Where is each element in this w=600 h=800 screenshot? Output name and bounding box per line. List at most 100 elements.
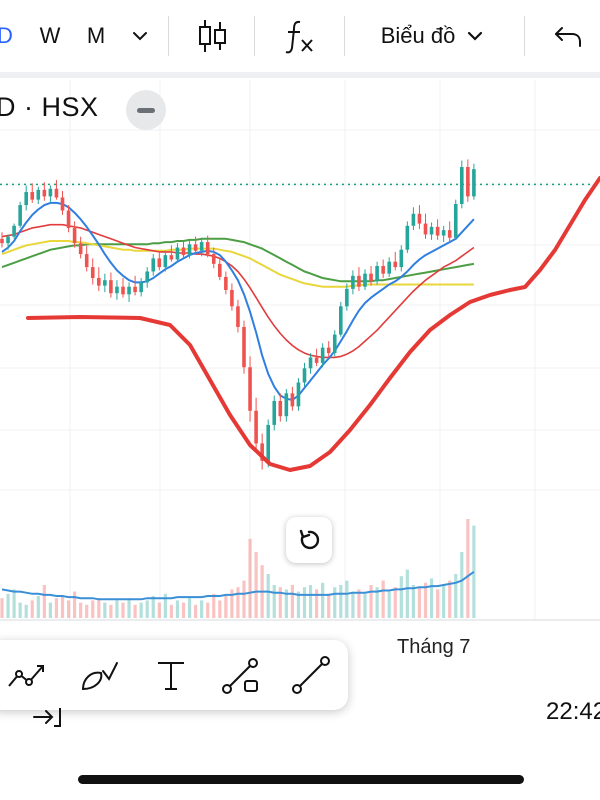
candle-body xyxy=(133,286,137,293)
volume-bar xyxy=(133,604,137,618)
candle-body xyxy=(242,326,246,368)
volume-bar xyxy=(417,587,422,618)
volume-bar xyxy=(242,580,246,618)
candle-body xyxy=(211,254,216,264)
candle-body xyxy=(97,278,101,286)
chart-type-button[interactable] xyxy=(192,18,232,54)
candle-body xyxy=(0,238,4,244)
interval-menu-button[interactable] xyxy=(126,18,154,54)
volume-bar xyxy=(369,585,373,618)
candle-body xyxy=(278,400,283,417)
candle-body xyxy=(302,368,307,383)
layout-menu-button[interactable]: Biểu đồ xyxy=(362,18,502,54)
candle-body xyxy=(357,275,361,287)
volume-bar xyxy=(321,582,325,618)
volume-bar xyxy=(308,585,313,618)
candle-body xyxy=(48,188,53,197)
volume-bar xyxy=(333,587,337,618)
candle-body xyxy=(460,167,464,204)
go-to-date-icon[interactable] xyxy=(30,704,70,730)
volume-bar xyxy=(442,585,446,618)
clock-readout: 22:42 xyxy=(546,698,600,725)
volume-bar xyxy=(54,598,59,618)
volume-bar xyxy=(175,600,180,618)
time-axis-label: Tháng 7 xyxy=(397,636,471,658)
volume-bar xyxy=(454,574,458,618)
interval-week-button[interactable]: W xyxy=(39,23,61,48)
candle-body xyxy=(30,192,35,200)
candle-body xyxy=(6,236,10,244)
text-tool[interactable] xyxy=(148,652,194,698)
volume-bar xyxy=(429,578,434,618)
volume-bar xyxy=(24,604,28,618)
candle-body xyxy=(248,367,252,411)
candle-body xyxy=(290,393,295,407)
volume-bar xyxy=(387,591,391,618)
volume-bar xyxy=(66,600,71,618)
drawing-toolbar xyxy=(0,640,348,710)
volume-bar xyxy=(6,593,10,618)
brush-tool[interactable] xyxy=(76,652,122,698)
volume-bar xyxy=(272,585,276,618)
volume-bar xyxy=(230,589,234,618)
shapes-icon xyxy=(222,658,258,694)
volume-bar xyxy=(302,587,307,618)
volume-bar xyxy=(460,552,464,618)
candle-body xyxy=(399,249,404,268)
volume-bar xyxy=(466,519,470,618)
interval-month-button[interactable]: M xyxy=(86,23,106,48)
volume-bar xyxy=(278,587,282,618)
candle-body xyxy=(466,167,470,197)
candle-body xyxy=(121,286,125,295)
volume-bar xyxy=(12,589,16,618)
volume-bar xyxy=(411,585,415,618)
price-chart[interactable] xyxy=(0,78,600,638)
candle-body xyxy=(393,261,398,268)
indicators-button[interactable] xyxy=(280,18,320,54)
volume-bar xyxy=(157,602,161,618)
volume-bar xyxy=(254,552,258,618)
toolbar-divider xyxy=(524,16,525,56)
candle-body xyxy=(84,254,89,268)
text-icon xyxy=(158,662,184,690)
trend-lines-tool[interactable] xyxy=(4,652,50,698)
volume-bar xyxy=(109,604,113,618)
volume-bar xyxy=(290,585,294,618)
symbol-legend[interactable]: D · HSX xyxy=(0,92,99,122)
candle-body xyxy=(429,226,434,235)
volume-bar xyxy=(60,596,65,618)
volume-bar xyxy=(0,598,4,618)
candle-body xyxy=(181,247,186,256)
candle-body xyxy=(260,443,264,461)
legend-collapse-button[interactable] xyxy=(126,90,166,130)
volume-bar xyxy=(48,602,52,618)
reset-chart-button[interactable] xyxy=(286,517,332,563)
volume-bar xyxy=(206,602,210,618)
candle-body xyxy=(387,261,391,274)
volume-bar xyxy=(181,602,186,618)
volume-bar xyxy=(248,538,252,618)
ma-red-line xyxy=(1,223,475,359)
undo-button[interactable] xyxy=(548,18,588,54)
volume-bar xyxy=(187,598,192,618)
candle-body xyxy=(381,266,385,274)
shapes-tool[interactable] xyxy=(218,652,264,698)
candle-body xyxy=(320,347,325,363)
candle-body xyxy=(266,424,270,461)
candle-body xyxy=(18,205,22,226)
candle-body xyxy=(326,347,331,354)
candle-body xyxy=(54,188,59,198)
interval-day-button[interactable]: D xyxy=(0,23,13,48)
candle-body xyxy=(236,306,240,327)
candle-body xyxy=(230,289,234,307)
minus-icon xyxy=(137,107,155,113)
volume-bar xyxy=(218,600,222,618)
line-tool[interactable] xyxy=(288,652,334,698)
volume-bar xyxy=(423,582,428,618)
candle-body xyxy=(369,273,373,282)
drawn-curve xyxy=(26,176,600,472)
volume-bar xyxy=(115,600,119,618)
candlestick-icon xyxy=(199,20,226,52)
toolbar-divider xyxy=(168,16,169,56)
volume-bar xyxy=(85,604,89,618)
